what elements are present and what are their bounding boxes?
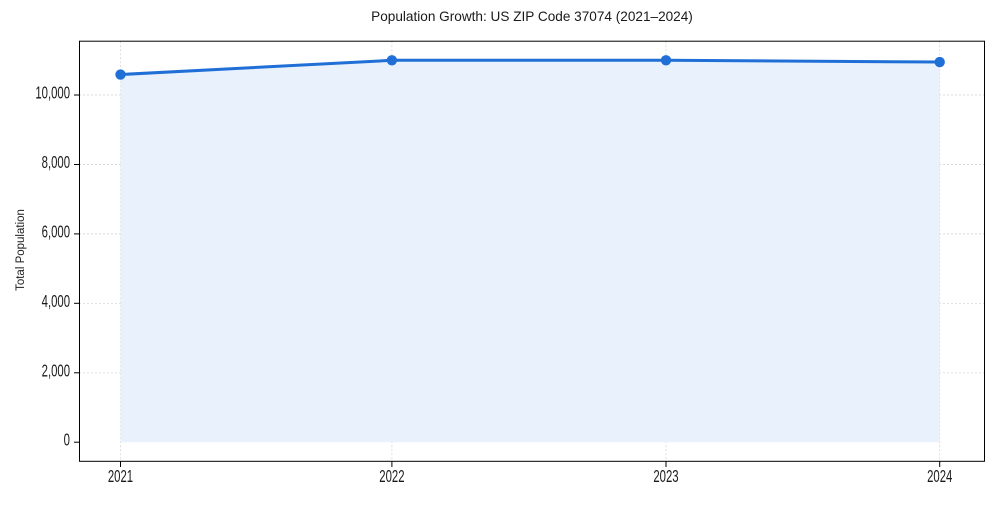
svg-text:2024: 2024 (927, 466, 952, 486)
svg-text:2,000: 2,000 (42, 361, 70, 381)
svg-text:2021: 2021 (108, 466, 133, 486)
svg-text:2022: 2022 (379, 466, 404, 486)
svg-text:6,000: 6,000 (42, 222, 70, 242)
svg-text:8,000: 8,000 (42, 152, 70, 172)
svg-text:2023: 2023 (653, 466, 678, 486)
svg-text:4,000: 4,000 (42, 291, 70, 311)
svg-text:0: 0 (64, 430, 70, 450)
svg-text:10,000: 10,000 (35, 83, 70, 103)
